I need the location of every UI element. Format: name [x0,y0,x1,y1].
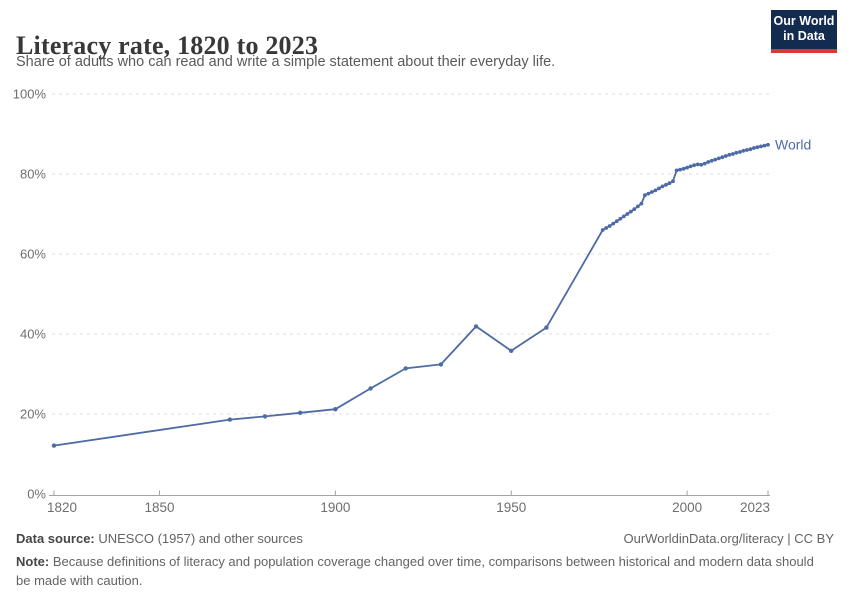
y-axis-tick-label: 100% [13,87,47,102]
series-label-world[interactable]: World [775,136,811,152]
data-point[interactable] [762,143,767,148]
data-point[interactable] [614,219,619,224]
data-point[interactable] [604,226,609,230]
data-point[interactable] [752,146,756,150]
data-point[interactable] [674,168,679,173]
data-point[interactable] [709,158,714,163]
data-point[interactable] [748,147,753,152]
data-point[interactable] [660,184,665,189]
owid-logo-line1: Our World [773,14,835,28]
note-value: Because definitions of literacy and popu… [16,554,814,588]
data-point[interactable] [646,191,651,196]
data-point[interactable] [702,161,707,166]
data-point[interactable] [664,182,668,187]
x-axis-tick-label: 1850 [144,500,174,515]
data-point[interactable] [727,152,732,157]
data-point[interactable] [745,148,749,152]
data-point[interactable] [632,207,637,212]
data-point[interactable] [600,228,605,232]
chart-title: Literacy rate, 1820 to 2023 [16,31,319,61]
data-point[interactable] [741,148,746,153]
x-axis-tick-label: 1950 [496,500,526,515]
chart-subtitle: Share of adults who can read and write a… [16,54,556,70]
data-point[interactable] [671,179,675,184]
data-point[interactable] [766,142,770,147]
data-source-label: Data source: [16,531,95,546]
data-point[interactable] [438,362,444,367]
data-point[interactable] [692,163,696,168]
data-point[interactable] [227,417,233,422]
data-point[interactable] [618,216,623,221]
data-point[interactable] [262,414,268,419]
data-point[interactable] [723,154,728,158]
data-point[interactable] [681,166,686,171]
data-point[interactable] [734,150,739,155]
data-point[interactable] [706,160,711,164]
data-point[interactable] [699,162,704,167]
owid-logo-line2: in Data [783,29,825,43]
x-axis-tick-label: 1900 [320,500,350,515]
data-point[interactable] [667,181,672,186]
data-point[interactable] [685,165,689,170]
data-point[interactable] [688,164,693,169]
x-axis-tick-label: 2000 [672,500,702,515]
data-point[interactable] [657,186,661,191]
chart-note: Note: Because definitions of literacy an… [16,553,828,590]
data-source-value: UNESCO (1957) and other sources [94,531,303,546]
y-axis-tick-label: 0% [27,487,46,502]
data-point[interactable] [509,348,514,353]
chart-footer: Data source: UNESCO (1957) and other sou… [16,531,834,588]
data-point[interactable] [653,188,658,193]
data-point[interactable] [720,155,725,160]
data-point[interactable] [678,167,682,172]
data-point[interactable] [730,152,735,156]
data-point[interactable] [628,209,633,214]
data-point[interactable] [403,366,408,371]
data-source: Data source: UNESCO (1957) and other sou… [16,531,303,546]
y-axis-tick-label: 40% [20,327,46,342]
data-point[interactable] [611,221,616,226]
data-point[interactable] [643,193,647,198]
data-point[interactable] [650,190,654,194]
data-point[interactable] [755,145,760,150]
x-axis-tick-label: 2023 [740,500,770,515]
world-line [53,143,769,447]
x-axis-tick-label: 1820 [47,500,77,515]
owid-logo[interactable]: Our World in Data [771,10,837,53]
data-point[interactable] [738,150,742,154]
data-point[interactable] [298,410,303,415]
y-axis-tick-label: 20% [20,407,46,422]
data-point[interactable] [625,212,630,216]
data-point[interactable] [695,162,700,167]
data-point[interactable] [639,201,644,206]
y-axis-tick-label: 80% [20,167,46,182]
data-point[interactable] [333,407,338,412]
owid-cc-by-link[interactable]: OurWorldinData.org/literacy | CC BY [623,531,834,546]
data-point[interactable] [636,204,640,209]
data-point[interactable] [473,324,479,329]
data-point[interactable] [51,443,57,448]
data-point[interactable] [621,214,626,219]
data-point[interactable] [607,224,612,228]
data-point[interactable] [716,156,721,161]
note-label: Note: [16,554,50,569]
data-point[interactable] [368,386,373,391]
y-axis-tick-label: 60% [20,247,46,262]
data-point[interactable] [713,157,718,162]
data-point[interactable] [544,325,549,330]
data-point[interactable] [759,144,763,149]
